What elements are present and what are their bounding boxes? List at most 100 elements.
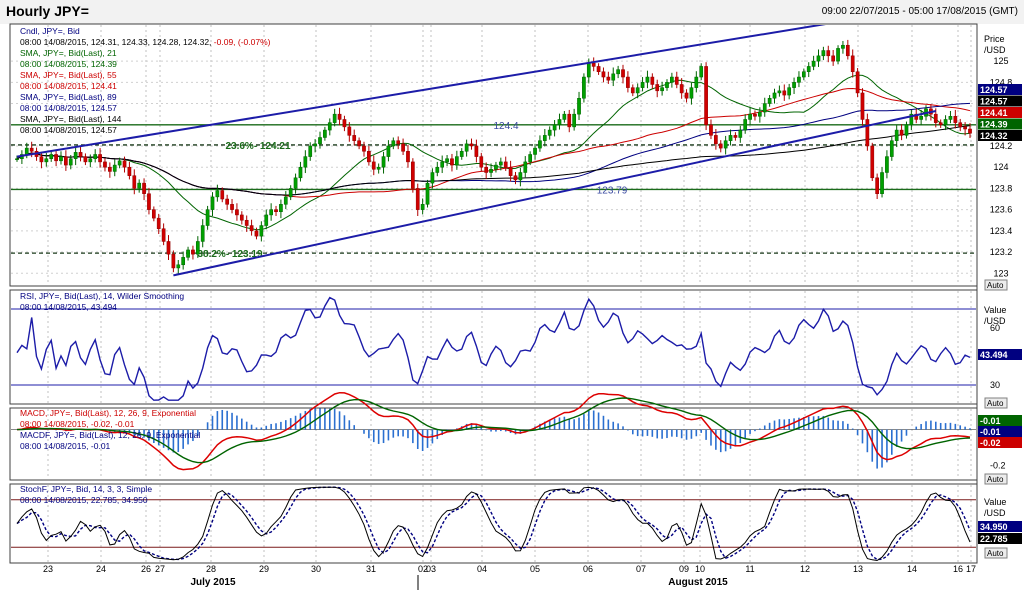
candle <box>367 151 371 163</box>
candle <box>215 190 220 198</box>
candle <box>880 172 884 194</box>
candle <box>855 71 860 94</box>
x-tick-label: 03 <box>426 564 436 574</box>
candle <box>660 87 664 92</box>
candle <box>269 209 273 216</box>
month-label-july: July 2015 <box>190 577 235 588</box>
candle <box>542 135 547 141</box>
auto-button-label[interactable]: Auto <box>987 549 1004 558</box>
candle <box>645 76 650 83</box>
auto-button-label[interactable]: Auto <box>987 475 1004 484</box>
auto-button[interactable] <box>984 397 1008 409</box>
candle <box>963 126 967 130</box>
candle <box>357 140 361 147</box>
legend-line: 08:00 14/08/2015, 124.57 <box>20 125 117 135</box>
auto-button[interactable] <box>984 279 1008 291</box>
candle <box>865 119 870 147</box>
price-badge <box>978 130 1022 141</box>
candle <box>371 161 376 170</box>
candle <box>894 129 899 141</box>
candle <box>464 143 469 152</box>
candle <box>283 196 288 205</box>
candle <box>98 154 102 163</box>
level-label: 123.79 <box>597 185 628 196</box>
candle <box>420 204 425 210</box>
candle <box>459 151 464 157</box>
candle <box>259 225 264 237</box>
candle <box>665 82 669 88</box>
y-tick-label: 123.4 <box>990 226 1013 236</box>
candle <box>254 230 259 237</box>
candle <box>816 55 821 62</box>
candle <box>39 156 44 163</box>
candle <box>743 119 748 131</box>
candle <box>523 161 528 173</box>
candle <box>845 44 850 57</box>
candle <box>29 147 34 152</box>
candle <box>709 124 713 136</box>
stoch-k-line <box>16 486 971 562</box>
price-badge-label: 124.39 <box>980 120 1008 130</box>
candle <box>767 98 772 104</box>
y-tick-label: 123 <box>993 268 1008 278</box>
candle <box>200 225 205 242</box>
auto-button[interactable] <box>984 473 1008 485</box>
price-badge-label: 124.57 <box>980 85 1008 95</box>
candle <box>93 154 98 159</box>
candle <box>841 44 845 49</box>
candle <box>435 166 440 173</box>
candle <box>244 219 249 226</box>
candle <box>303 156 308 168</box>
resistance-trendline <box>16 25 826 158</box>
pane-frame-1 <box>9 23 978 287</box>
legend-line: SMA, JPY=, Bid(Last), 144 <box>20 114 122 124</box>
candle <box>552 124 557 131</box>
candle <box>508 166 513 176</box>
candle <box>933 113 938 123</box>
candle <box>274 209 278 212</box>
candle <box>498 161 503 166</box>
candle <box>132 175 137 189</box>
candle <box>376 166 381 170</box>
price-badge <box>978 95 1022 107</box>
candle <box>230 204 234 210</box>
price-badge-label: 124.57 <box>980 97 1008 107</box>
stoch-badge-label: 22.785 <box>980 534 1008 544</box>
candle <box>953 116 958 123</box>
candle <box>875 177 879 194</box>
candle <box>225 198 229 205</box>
candle <box>836 48 840 62</box>
candle <box>108 166 112 172</box>
candle <box>562 113 567 120</box>
level-label: 23.6%- 124.21 <box>225 141 290 152</box>
support-trendline <box>173 110 937 277</box>
auto-button[interactable] <box>984 547 1008 559</box>
candle <box>249 225 254 232</box>
candle <box>337 113 342 120</box>
legend-line: SMA, JPY=, Bid(Last), 21 <box>20 48 117 58</box>
rsi-axis-title: /USD <box>984 316 1006 326</box>
auto-button-label[interactable]: Auto <box>987 399 1004 408</box>
candle <box>327 122 332 131</box>
candle <box>308 145 313 157</box>
y-axis-title: /USD <box>984 45 1006 55</box>
candle <box>797 76 801 83</box>
candle <box>147 193 151 210</box>
candle <box>362 145 366 152</box>
candle <box>885 156 889 173</box>
candle <box>396 140 401 145</box>
price-badge-label: 124.41 <box>980 108 1008 118</box>
candle <box>513 175 518 181</box>
stoch-legend: 08:00 14/08/2015, 22.785, 34.950 <box>20 495 148 505</box>
candle <box>621 69 625 78</box>
candle <box>748 113 752 120</box>
candle <box>850 55 855 72</box>
level-label: 38.2%- 123.19 <box>197 249 262 260</box>
candle <box>195 241 200 255</box>
auto-button-label[interactable]: Auto <box>987 281 1004 290</box>
candle <box>205 209 210 226</box>
candle <box>650 76 655 85</box>
candle <box>279 204 283 212</box>
stoch-badge <box>978 533 1022 544</box>
